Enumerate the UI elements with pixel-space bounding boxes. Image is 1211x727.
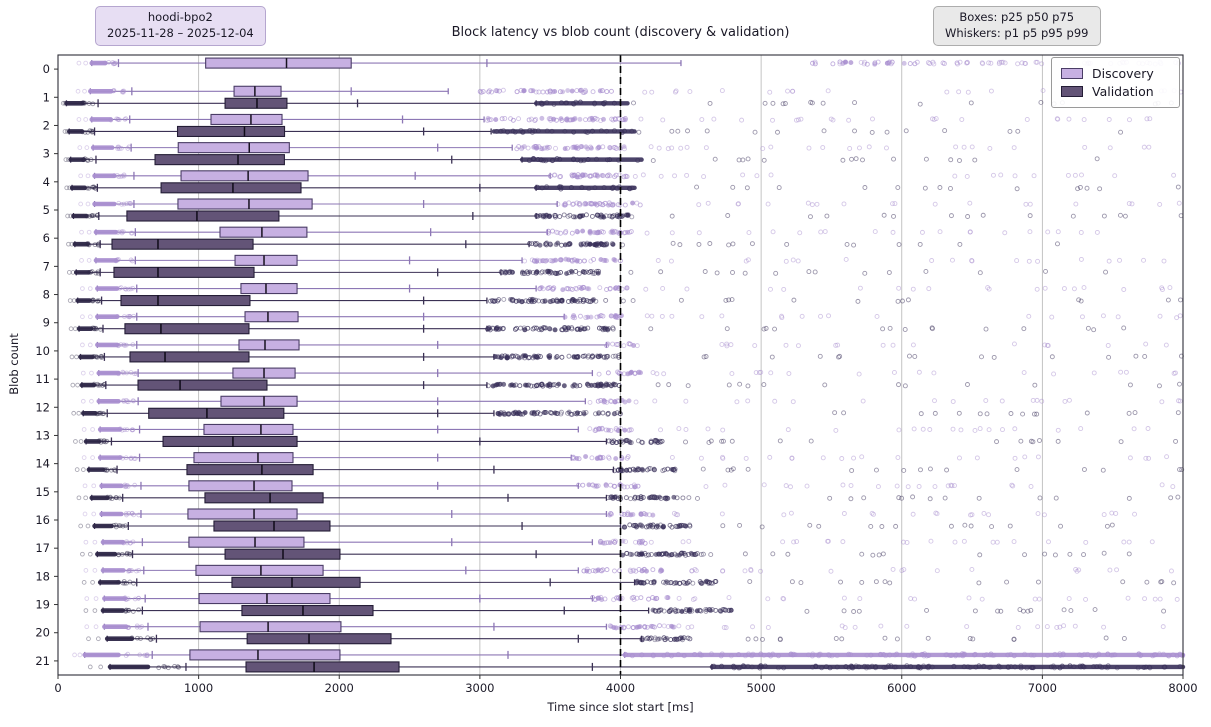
- svg-text:11: 11: [35, 372, 50, 386]
- svg-text:9: 9: [43, 316, 50, 330]
- boxplot-row-18: [81, 564, 1177, 588]
- boxplot-row-17: [80, 536, 1155, 560]
- boxplot-row-5: [65, 198, 1184, 222]
- y-axis-label: Blob count: [7, 333, 21, 395]
- svg-text:15: 15: [35, 485, 50, 499]
- boxplot-row-0: [76, 57, 1181, 69]
- chart-title: Block latency vs blob count (discovery &…: [451, 25, 790, 40]
- percentile-annotation: Boxes: p25 p50 p75 Whiskers: p1 p5 p95 p…: [933, 6, 1101, 46]
- boxplot-row-8: [67, 282, 1183, 307]
- experiment-annotation: hoodi-bpo2 2025-11-28 – 2025-12-04: [95, 6, 266, 46]
- svg-text:3000: 3000: [465, 681, 494, 695]
- svg-text:19: 19: [35, 598, 50, 612]
- boxes-percentiles-note: Boxes: p25 p50 p75: [959, 10, 1075, 24]
- discovery-swatch: [1061, 68, 1083, 79]
- svg-text:8: 8: [43, 288, 50, 302]
- legend: Discovery Validation: [1051, 57, 1180, 108]
- svg-text:0: 0: [43, 62, 50, 76]
- svg-text:7: 7: [43, 259, 50, 273]
- svg-text:18: 18: [35, 569, 50, 583]
- svg-text:3: 3: [43, 147, 50, 161]
- boxplot-row-4: [64, 170, 1181, 194]
- svg-text:21: 21: [35, 654, 50, 668]
- experiment-date-range: 2025-11-28 – 2025-12-04: [107, 25, 254, 40]
- svg-text:20: 20: [35, 626, 50, 640]
- boxplot-row-10: [69, 339, 1184, 363]
- boxplot-row-15: [76, 480, 1181, 504]
- svg-text:1: 1: [43, 90, 50, 104]
- x-axis-label: Time since slot start [ms]: [547, 700, 694, 714]
- svg-text:17: 17: [35, 541, 50, 555]
- svg-text:1000: 1000: [184, 681, 213, 695]
- experiment-name: hoodi-bpo2: [147, 10, 213, 24]
- svg-text:5: 5: [43, 203, 50, 217]
- svg-text:13: 13: [35, 428, 50, 442]
- legend-item-validation: Validation: [1061, 84, 1170, 99]
- boxplot-row-20: [84, 621, 1166, 645]
- svg-text:14: 14: [35, 457, 50, 471]
- legend-item-discovery: Discovery: [1061, 66, 1170, 81]
- boxplot-row-3: [63, 142, 1152, 166]
- legend-label-discovery: Discovery: [1092, 66, 1154, 81]
- whiskers-percentiles-note: Whiskers: p1 p5 p95 p99: [945, 25, 1089, 40]
- svg-text:4000: 4000: [606, 681, 635, 695]
- svg-text:2000: 2000: [325, 681, 354, 695]
- svg-text:5000: 5000: [746, 681, 775, 695]
- svg-text:7000: 7000: [1028, 681, 1057, 695]
- boxplot-row-11: [70, 367, 1182, 391]
- svg-text:4: 4: [43, 175, 50, 189]
- boxplot-row-2: [62, 113, 1153, 138]
- legend-label-validation: Validation: [1092, 84, 1154, 99]
- svg-text:8000: 8000: [1168, 681, 1197, 695]
- boxplot-row-12: [71, 395, 1183, 419]
- boxplot-row-14: [74, 452, 1185, 476]
- svg-text:6000: 6000: [887, 681, 916, 695]
- boxplot-row-9: [68, 311, 1183, 335]
- validation-swatch: [1061, 86, 1083, 97]
- boxplot-row-19: [83, 592, 1180, 617]
- boxplot-row-16: [78, 508, 1138, 532]
- boxplot-row-13: [73, 423, 1179, 448]
- svg-text:2: 2: [43, 118, 50, 132]
- svg-text:10: 10: [35, 344, 50, 358]
- svg-text:6: 6: [43, 231, 50, 245]
- svg-text:0: 0: [54, 681, 61, 695]
- svg-text:16: 16: [35, 513, 50, 527]
- boxplot-row-7: [66, 254, 1167, 278]
- svg-text:12: 12: [35, 400, 50, 414]
- boxplot-row-6: [66, 226, 1100, 250]
- boxplot-row-21: [72, 649, 1186, 673]
